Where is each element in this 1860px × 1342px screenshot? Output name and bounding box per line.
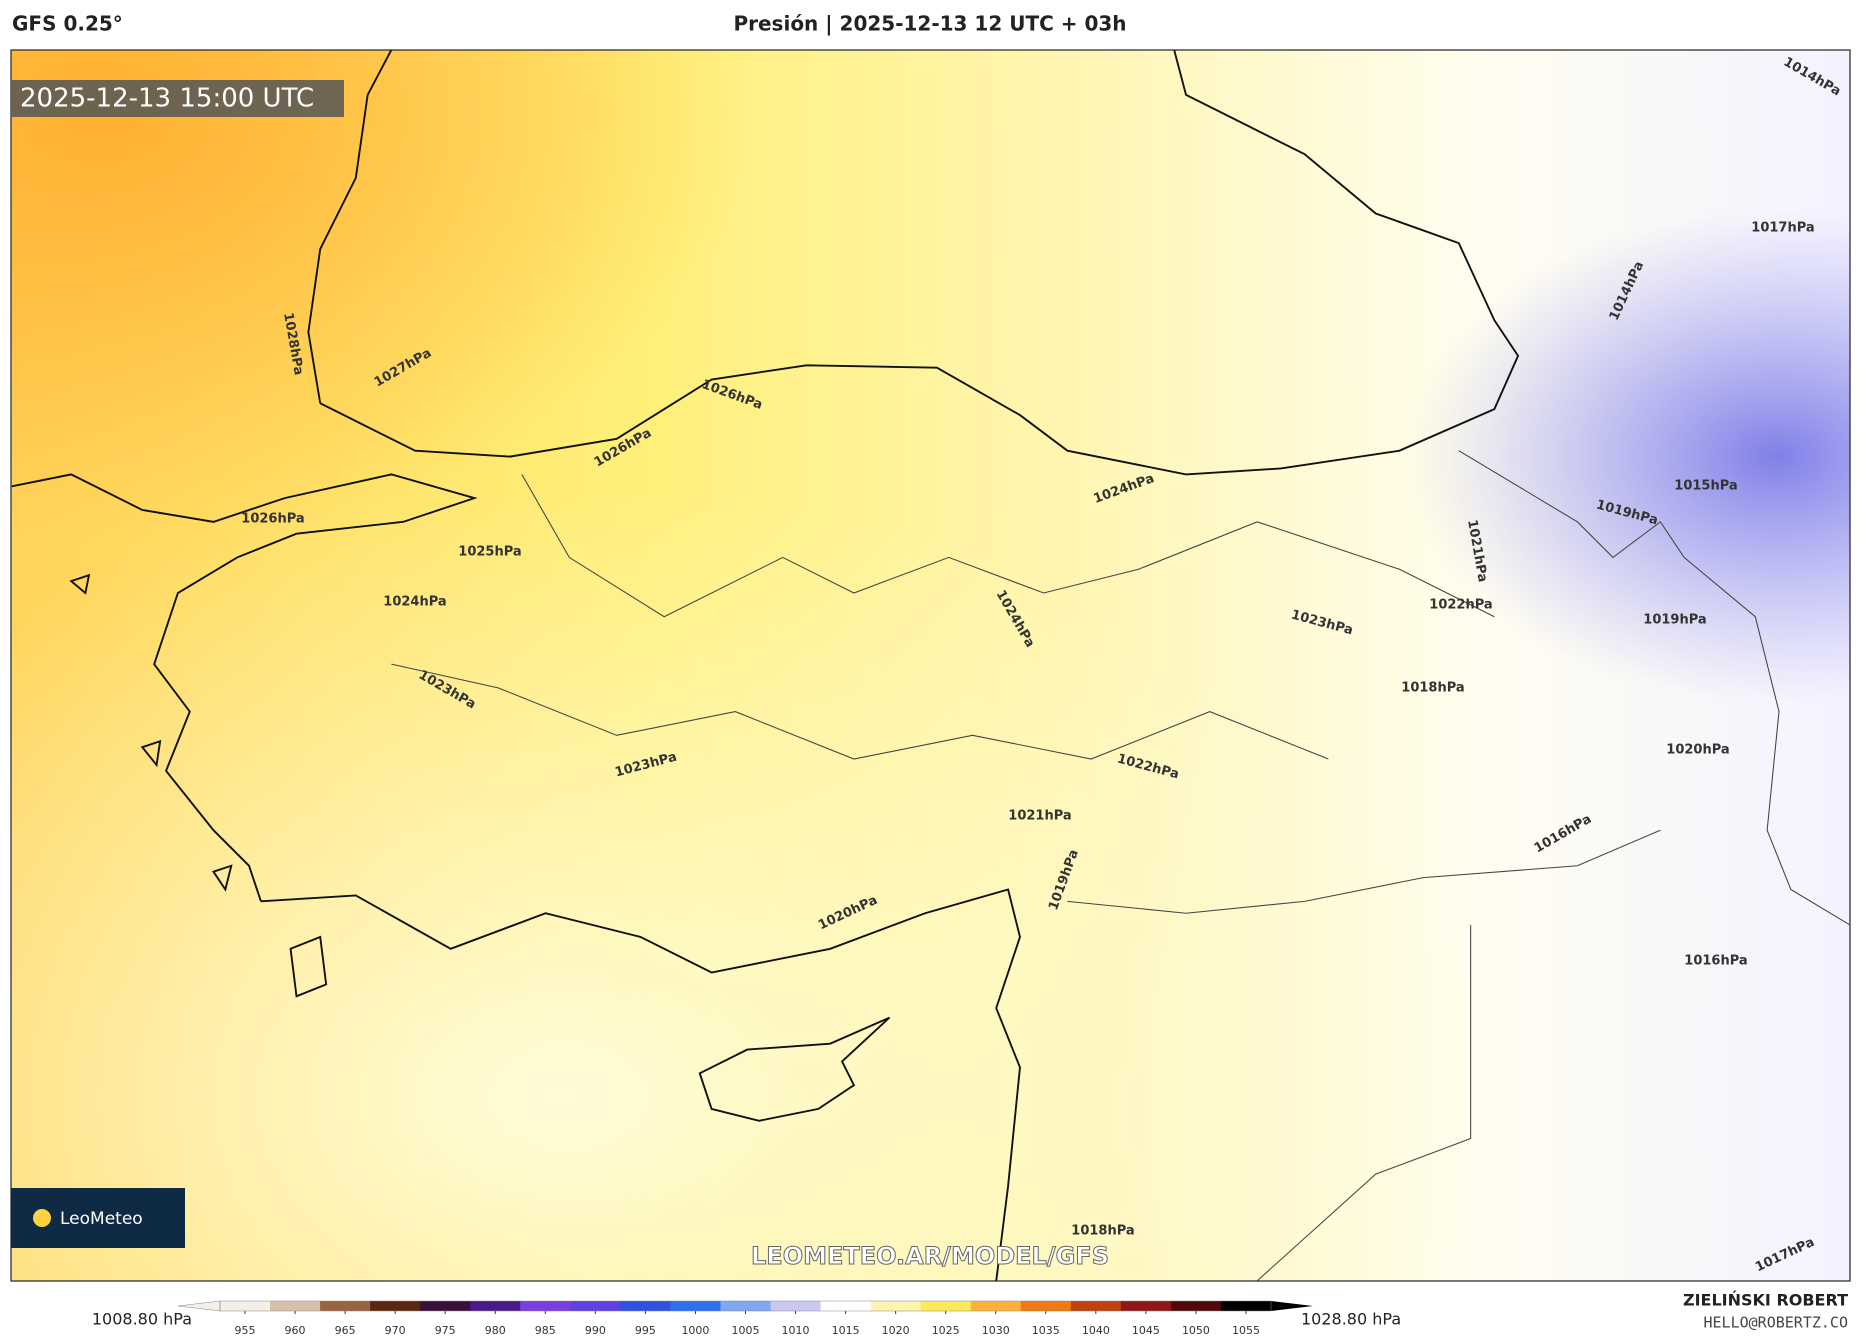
watermark: LEOMETEO.AR/MODEL/GFS — [751, 1242, 1109, 1270]
contour-label: 1015hPa — [1674, 479, 1737, 494]
colorbar-segment — [620, 1301, 671, 1311]
contour-label: 1026hPa — [241, 512, 304, 527]
map: 1028hPa 1027hPa1026hPa1026hPa1026hPa1025h… — [10, 49, 1851, 1282]
colorbar-tick-label: 1040 — [1082, 1324, 1110, 1337]
colorbar-tick-label: 955 — [235, 1324, 256, 1337]
contour-label: 1019hPa — [1643, 613, 1706, 628]
border-line — [1256, 925, 1472, 1282]
map-title: Presión | 2025-12-13 12 UTC + 03h — [733, 12, 1126, 36]
colorbar-tick-label: 1035 — [1032, 1324, 1060, 1337]
colorbar-segment — [670, 1301, 721, 1311]
contour-label: 1017hPa — [1751, 221, 1814, 236]
border-line — [1067, 829, 1661, 914]
borders — [391, 450, 1851, 1282]
contour-label: 1025hPa — [458, 545, 521, 560]
colorbar-tick-label: 995 — [635, 1324, 656, 1337]
south-coast — [260, 888, 1021, 1281]
colorbar-max-label: 1028.80 hPa — [1301, 1310, 1401, 1329]
province-line — [391, 663, 1329, 760]
contour-label: 1016hPa — [1684, 954, 1747, 969]
colorbar-segment — [520, 1301, 571, 1311]
colorbar-outline — [219, 1300, 1272, 1312]
colorbar-segment — [270, 1301, 321, 1311]
colorbar-tick-label: 980 — [485, 1324, 506, 1337]
contour-label: 1022hPa — [1429, 598, 1492, 613]
colorbar-tick-label: 1050 — [1182, 1324, 1210, 1337]
author: ZIELIŃSKI ROBERT — [1683, 1291, 1848, 1310]
colorbar: 955 960 965 970 975 980 985 990 995 1000 1005 1010 1… — [177, 1300, 1314, 1337]
colorbar-tick-label: 985 — [535, 1324, 556, 1337]
colorbar-tick-label: 960 — [285, 1324, 306, 1337]
aegean-coast — [11, 473, 478, 902]
cyprus — [698, 1016, 891, 1122]
colorbar-segment — [420, 1301, 471, 1311]
colorbar-segment — [370, 1301, 421, 1311]
colorbar-segment — [219, 1301, 271, 1311]
colorbar-tick-label: 1020 — [882, 1324, 910, 1337]
contour-label: 1024hPa — [383, 595, 446, 610]
contour-label: 1018hPa — [1401, 681, 1464, 696]
colorbar-tick-label: 1030 — [982, 1324, 1010, 1337]
coastlines — [11, 49, 1520, 1281]
timestamp-box — [12, 80, 344, 117]
timestamp: 2025-12-13 15:00 UTC — [20, 84, 314, 114]
logo-text: LeoMeteo — [60, 1209, 143, 1229]
contour-label: 1018hPa — [1071, 1224, 1134, 1239]
model-label: GFS 0.25° — [12, 12, 123, 36]
colorbar-tick-label: 970 — [385, 1324, 406, 1337]
islands — [69, 573, 328, 998]
map-shade — [11, 50, 1850, 1281]
colorbar-segment — [1170, 1301, 1222, 1311]
colorbar-tick-label: 1000 — [681, 1324, 709, 1337]
colorbar-tick-label: 1045 — [1132, 1324, 1160, 1337]
contour-label: 1021hPa — [1008, 809, 1071, 824]
colorbar-segment — [470, 1301, 521, 1311]
colorbar-end — [1271, 1301, 1314, 1311]
logo-sun — [33, 1209, 51, 1227]
colorbar-segment — [820, 1301, 872, 1311]
contour-label: 1020hPa — [1666, 743, 1729, 758]
colorbar-tick-label: 1015 — [832, 1324, 860, 1337]
colorbar-tick-label: 1005 — [732, 1324, 760, 1337]
colorbar-segment — [1120, 1301, 1172, 1311]
colorbar-segment — [1220, 1301, 1272, 1311]
map-frame — [10, 49, 1851, 1282]
colorbar-segment — [920, 1301, 972, 1311]
colorbar-tick-label: 1055 — [1232, 1324, 1260, 1337]
colorbar-tick-label: 1025 — [932, 1324, 960, 1337]
colorbar-segment — [970, 1301, 1022, 1311]
border-line — [1458, 450, 1851, 926]
colorbar-tick-label: 990 — [585, 1324, 606, 1337]
black-sea-west-coast — [307, 49, 393, 404]
colorbar-segment — [720, 1301, 772, 1311]
colorbar-segment — [870, 1301, 922, 1311]
colorbar-min-label: 1008.80 hPa — [92, 1310, 192, 1329]
province-line — [521, 474, 1495, 618]
email: HELLO@ROBERTZ.CO — [1704, 1314, 1849, 1332]
colorbar-segment — [1020, 1301, 1072, 1311]
colorbar-segment — [770, 1301, 822, 1311]
colorbar-tick-label: 965 — [335, 1324, 356, 1337]
black-sea-coast — [319, 49, 1520, 476]
colorbar-tick-label: 1010 — [782, 1324, 810, 1337]
colorbar-segment — [1070, 1301, 1122, 1311]
colorbar-tick-label: 975 — [435, 1324, 456, 1337]
colorbar-segment — [320, 1301, 371, 1311]
colorbar-segment — [570, 1301, 621, 1311]
